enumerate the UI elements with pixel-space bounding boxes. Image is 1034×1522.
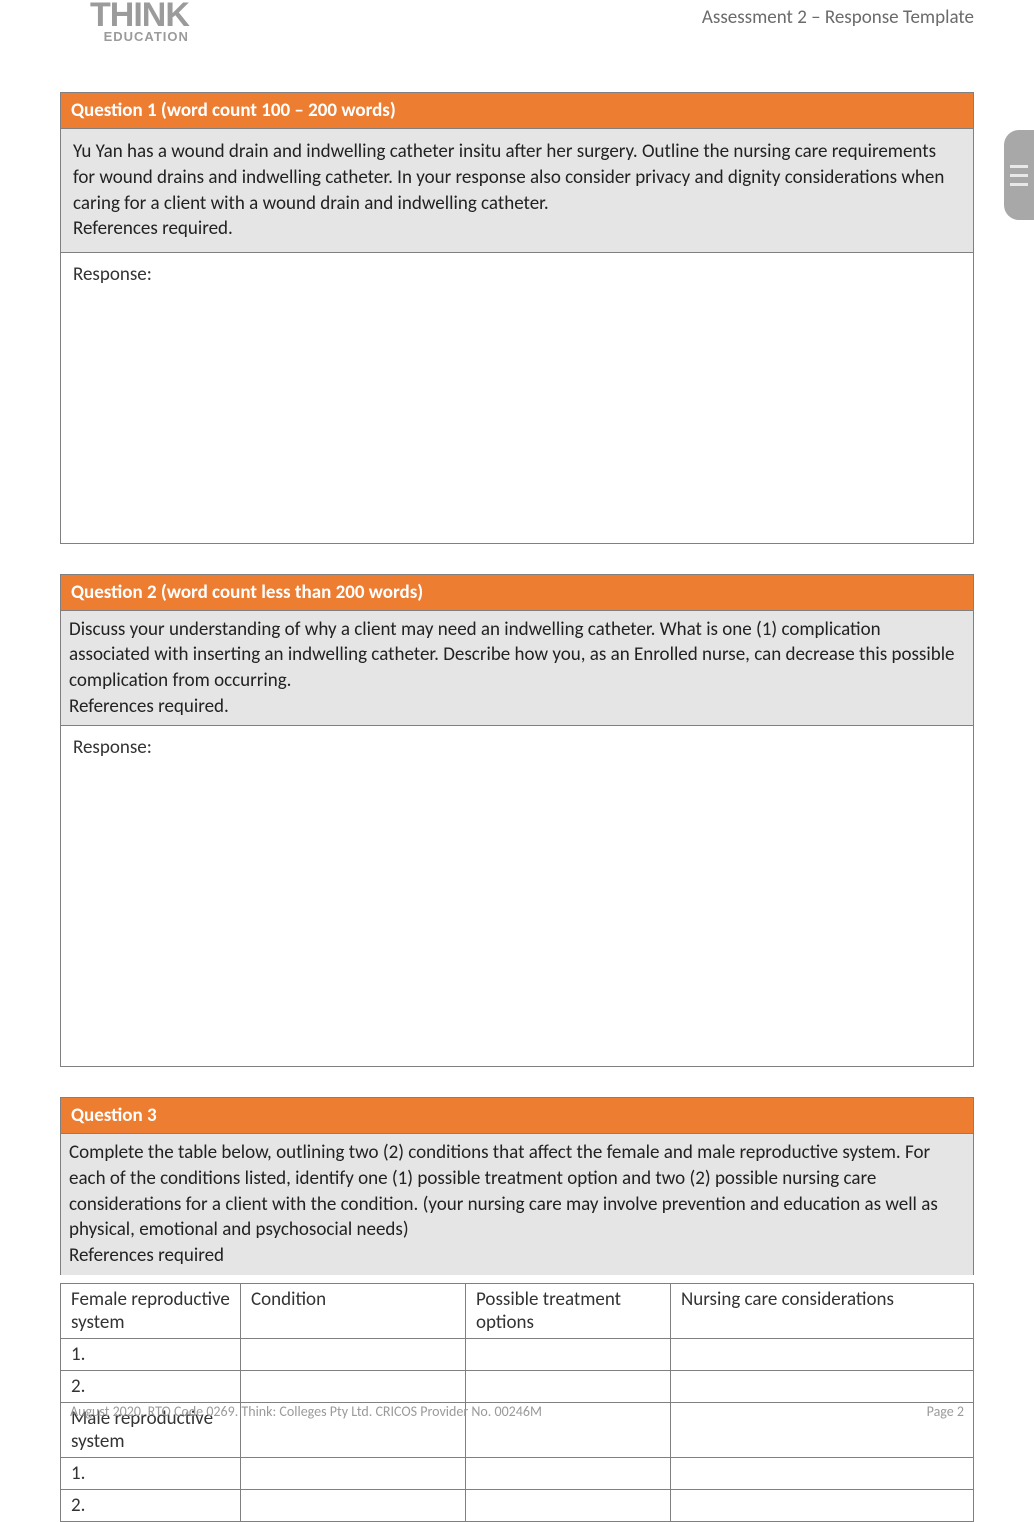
table-row: 1.	[61, 1338, 974, 1370]
side-tab-icon	[1004, 130, 1034, 220]
table-cell[interactable]	[241, 1489, 466, 1521]
question-3-refs: References required	[69, 1244, 224, 1267]
table-cell: 2.	[61, 1370, 241, 1402]
table-row: 1.	[61, 1457, 974, 1489]
table-cell[interactable]	[671, 1489, 974, 1521]
question-1-prompt-text: Yu Yan has a wound drain and indwelling …	[73, 140, 944, 214]
table-header-col4: Nursing care considerations	[671, 1283, 974, 1338]
question-1-refs: References required.	[73, 217, 233, 240]
response-label: Response:	[73, 736, 152, 759]
question-1-block: Question 1 (word count 100 – 200 words) …	[60, 92, 974, 544]
table-cell[interactable]	[671, 1338, 974, 1370]
question-1-prompt: Yu Yan has a wound drain and indwelling …	[61, 129, 973, 253]
question-3-block: Question 3 Complete the table below, out…	[60, 1097, 974, 1274]
table-cell: 1.	[61, 1338, 241, 1370]
table-header-col3: Possible treatment options	[466, 1283, 671, 1338]
question-2-block: Question 2 (word count less than 200 wor…	[60, 574, 974, 1068]
table-header-col2: Condition	[241, 1283, 466, 1338]
logo-text-bottom: EDUCATION	[90, 31, 189, 43]
table-cell[interactable]	[241, 1370, 466, 1402]
logo-text-top: THINK	[90, 0, 189, 31]
table-header-col1: Female reproductive system	[61, 1283, 241, 1338]
table-cell: 2.	[61, 1489, 241, 1521]
question-1-response[interactable]: Response:	[61, 253, 973, 543]
table-cell[interactable]	[466, 1457, 671, 1489]
header-subtitle: Assessment 2 – Response Template	[702, 0, 974, 29]
logo: THINK EDUCATION	[60, 0, 189, 42]
question-2-prompt-text: Discuss your understanding of why a clie…	[69, 618, 955, 692]
table-cell[interactable]	[671, 1457, 974, 1489]
question-1-title: Question 1 (word count 100 – 200 words)	[61, 93, 973, 129]
question-3-prompt-text: Complete the table below, outlining two …	[69, 1141, 938, 1241]
table-cell[interactable]	[241, 1457, 466, 1489]
table-cell[interactable]	[466, 1338, 671, 1370]
question-2-response[interactable]: Response:	[61, 726, 973, 1066]
response-label: Response:	[73, 263, 152, 286]
page-header: THINK EDUCATION Assessment 2 – Response …	[60, 0, 974, 42]
footer-left: August 2020. RTO Code 0269. Think: Colle…	[70, 1403, 542, 1420]
table-row: 2.	[61, 1370, 974, 1402]
page-footer: August 2020. RTO Code 0269. Think: Colle…	[70, 1403, 964, 1420]
question-2-prompt: Discuss your understanding of why a clie…	[61, 611, 973, 727]
question-2-refs: References required.	[69, 695, 229, 718]
table-row: 2.	[61, 1489, 974, 1521]
table-cell[interactable]	[466, 1489, 671, 1521]
question-3-title: Question 3	[61, 1098, 973, 1134]
table-header-row: Female reproductive system Condition Pos…	[61, 1283, 974, 1338]
table-cell[interactable]	[671, 1370, 974, 1402]
table-cell: 1.	[61, 1457, 241, 1489]
footer-right: Page 2	[927, 1403, 964, 1420]
table-cell[interactable]	[241, 1338, 466, 1370]
question-3-prompt: Complete the table below, outlining two …	[61, 1134, 973, 1274]
question-2-title: Question 2 (word count less than 200 wor…	[61, 575, 973, 611]
table-cell[interactable]	[466, 1370, 671, 1402]
